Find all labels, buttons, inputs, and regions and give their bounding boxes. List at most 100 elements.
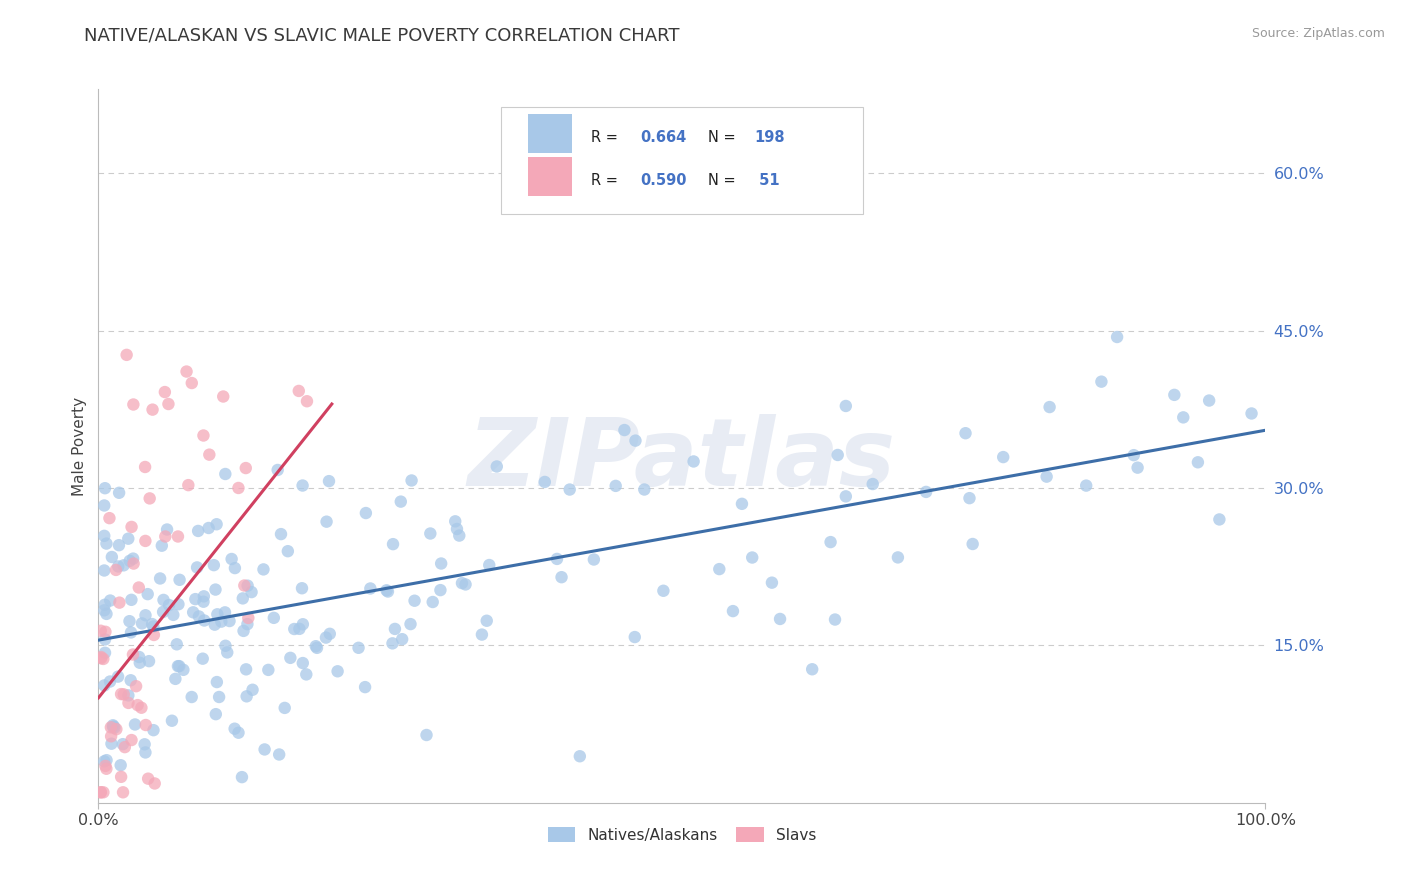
Point — [181, 605, 204, 619]
Point — [198, 448, 221, 462]
Point — [280, 651, 302, 665]
Point — [100, 720, 122, 734]
Point — [862, 477, 884, 491]
Point — [257, 663, 280, 677]
Point — [429, 583, 451, 598]
Point — [167, 659, 190, 673]
Point — [401, 474, 423, 488]
Point — [136, 772, 159, 786]
Point — [100, 729, 122, 743]
Point — [120, 625, 142, 640]
Point — [430, 557, 453, 571]
Point — [820, 535, 842, 549]
Point — [94, 624, 117, 639]
Point — [120, 592, 142, 607]
Point — [288, 622, 311, 636]
Point — [100, 737, 122, 751]
Point — [160, 714, 183, 728]
Point — [93, 529, 115, 543]
Point — [404, 593, 426, 607]
Point — [142, 619, 165, 633]
Point — [93, 499, 115, 513]
Point — [624, 434, 647, 448]
Point — [143, 776, 166, 790]
Point — [240, 585, 263, 599]
Point — [193, 590, 215, 604]
Point — [118, 614, 141, 628]
Point — [117, 696, 139, 710]
Point — [236, 617, 259, 632]
Point — [156, 523, 179, 537]
Point — [824, 613, 846, 627]
Point — [117, 532, 139, 546]
Point — [101, 720, 124, 734]
Bar — [527, 114, 572, 153]
Point — [354, 506, 377, 520]
Point — [471, 627, 494, 641]
Point — [153, 385, 176, 400]
Point — [613, 423, 636, 437]
Point — [180, 690, 202, 704]
Point — [187, 524, 209, 538]
Point — [93, 785, 115, 799]
Point — [266, 463, 288, 477]
Point — [134, 533, 156, 548]
Point — [108, 485, 131, 500]
Point — [478, 558, 501, 572]
Text: 0.664: 0.664 — [640, 130, 686, 145]
Point — [709, 562, 731, 576]
Point — [138, 654, 160, 668]
Point — [122, 397, 145, 411]
Legend: Natives/Alaskans, Slavs: Natives/Alaskans, Slavs — [541, 821, 823, 848]
Point — [652, 583, 675, 598]
Point — [122, 557, 145, 571]
Point — [305, 640, 328, 655]
Point — [475, 614, 498, 628]
Point — [399, 617, 422, 632]
Point — [623, 630, 645, 644]
Point — [166, 637, 188, 651]
Point — [232, 624, 254, 638]
Point — [1035, 469, 1057, 483]
Point — [315, 515, 337, 529]
Point — [359, 582, 381, 596]
Point — [193, 614, 215, 628]
Point — [112, 558, 135, 573]
Point — [122, 551, 145, 566]
Point — [103, 721, 125, 735]
Point — [233, 578, 256, 592]
Text: N =: N = — [707, 173, 740, 188]
Point — [1198, 393, 1220, 408]
Point — [546, 552, 568, 566]
Point — [451, 576, 474, 591]
Point — [633, 483, 655, 497]
Point — [96, 762, 118, 776]
Point — [112, 785, 135, 799]
Point — [485, 459, 508, 474]
Point — [270, 527, 292, 541]
Point — [117, 689, 139, 703]
Point — [136, 587, 159, 601]
Point — [761, 575, 783, 590]
Point — [959, 491, 981, 505]
Point — [155, 529, 177, 543]
Point — [835, 399, 858, 413]
Point — [105, 722, 128, 736]
Point — [354, 680, 377, 694]
Point — [127, 698, 149, 712]
Point — [104, 563, 127, 577]
Point — [582, 552, 605, 566]
Point — [128, 581, 150, 595]
Point — [449, 528, 471, 542]
Point — [150, 539, 173, 553]
Point — [167, 659, 190, 673]
Point — [326, 665, 349, 679]
Point — [193, 595, 215, 609]
Point — [444, 514, 467, 528]
Point — [110, 770, 132, 784]
Point — [90, 650, 112, 665]
Point — [128, 650, 150, 665]
Point — [186, 560, 208, 574]
Point — [228, 481, 250, 495]
Point — [101, 718, 124, 732]
